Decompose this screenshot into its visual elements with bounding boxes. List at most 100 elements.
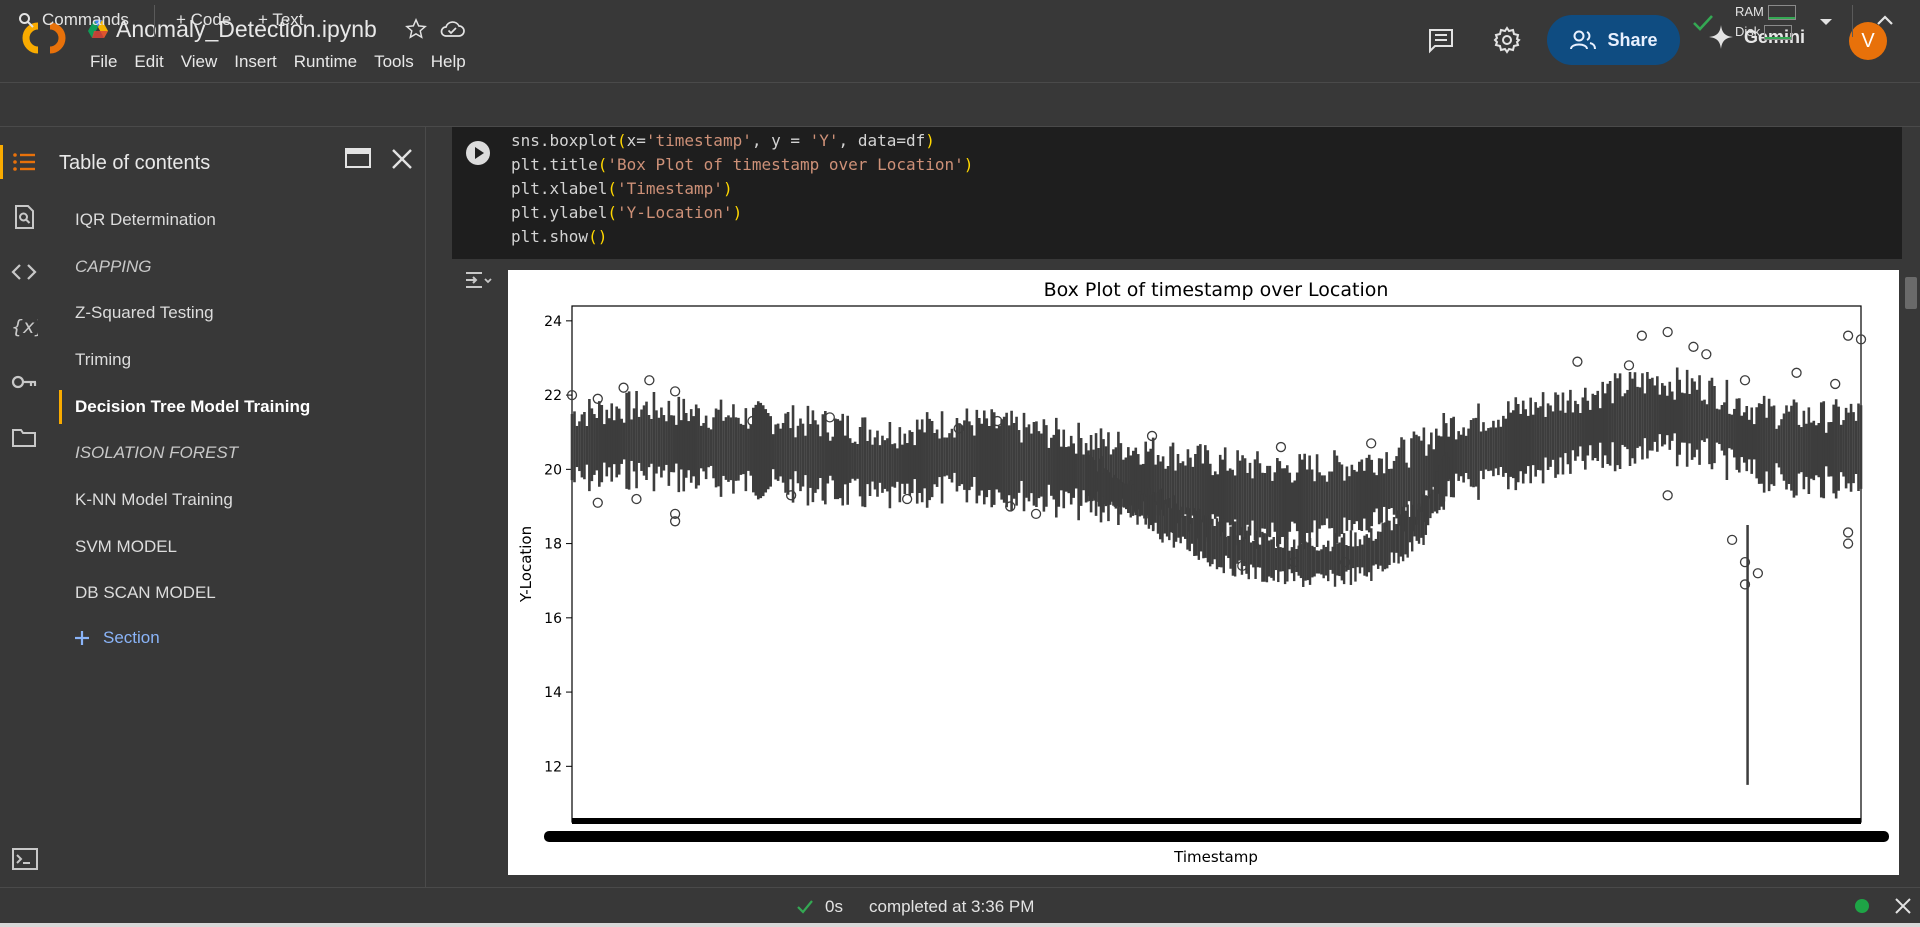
outlier-point: [631, 493, 642, 505]
scrollbar-thumb[interactable]: [1905, 277, 1917, 309]
menu-file[interactable]: File: [90, 52, 118, 71]
notebook-title-area: Anomaly_Detection.ipynb: [88, 14, 465, 44]
output-options-icon[interactable]: [464, 268, 494, 297]
outlier-point: [1275, 441, 1287, 453]
y-tick-label: 24: [544, 314, 562, 330]
toc-item-svm-model[interactable]: SVM MODEL: [75, 537, 178, 556]
secrets-key-icon[interactable]: [10, 368, 38, 396]
x-tick-labels-band: [544, 831, 1889, 842]
connected-check-icon[interactable]: [1691, 10, 1715, 39]
star-icon[interactable]: [404, 18, 427, 40]
add-text-button[interactable]: + Text: [258, 10, 304, 29]
settings-gear-icon[interactable]: [1493, 26, 1521, 54]
outlier-point: [901, 493, 913, 505]
people-icon: [1570, 30, 1597, 50]
share-label: Share: [1607, 29, 1658, 50]
outlier-point: [1842, 538, 1854, 549]
toc-item-iqr-determination[interactable]: IQR Determination: [75, 210, 216, 229]
search-icon: [19, 13, 34, 28]
toc-item-decision-tree[interactable]: Decision Tree Model Training: [75, 397, 311, 416]
variables-icon[interactable]: {x}: [10, 312, 46, 340]
commands-label: Commands: [42, 10, 129, 29]
ram-meter: [1767, 5, 1796, 21]
code-line: plt.xlabel('Timestamp'): [511, 179, 733, 198]
open-in-tab-icon[interactable]: [344, 146, 372, 175]
svg-text:{x}: {x}: [11, 316, 38, 338]
outlier-point: [785, 490, 797, 501]
taskbar-strip: [0, 923, 1920, 927]
boxplot-chart: Box Plot of timestamp over Location 12 14…: [517, 279, 1889, 866]
code-line: plt.ylabel('Y-Location'): [511, 203, 743, 222]
outlier-point: [1855, 334, 1867, 345]
add-section-button[interactable]: Section: [73, 628, 160, 648]
terminal-icon[interactable]: [12, 848, 38, 875]
code-line: plt.show(): [511, 227, 608, 246]
outlier-point: [1030, 508, 1042, 520]
user-avatar[interactable]: V: [1849, 22, 1887, 60]
close-status-icon[interactable]: [1893, 896, 1913, 921]
gemini-button[interactable]: Gemini: [1708, 24, 1805, 50]
table-of-contents-icon[interactable]: [10, 148, 38, 176]
toc-item-isolation-forest[interactable]: ISOLATION FOREST: [75, 443, 239, 462]
outlier-point: [1366, 438, 1377, 449]
x-axis-label: Timestamp: [1173, 848, 1258, 866]
files-folder-icon[interactable]: [10, 423, 38, 451]
code-snippets-icon[interactable]: [10, 258, 38, 286]
menu-help[interactable]: Help: [430, 52, 466, 71]
outlier-point: [1237, 560, 1248, 572]
outlier-point: [1739, 579, 1751, 590]
colab-logo-icon[interactable]: [16, 16, 72, 60]
toolbar-divider: [154, 5, 155, 37]
toc-item-knn-model-training[interactable]: K-NN Model Training: [75, 490, 233, 509]
menu-tools[interactable]: Tools: [374, 52, 414, 71]
y-tick-label: 14: [544, 685, 562, 701]
menu-runtime[interactable]: Runtime: [293, 52, 358, 71]
collapse-chevron-up-icon[interactable]: [1874, 10, 1896, 37]
outlier-point: [1791, 367, 1802, 378]
disk-meter: [1764, 25, 1793, 41]
outlier-point: [1146, 430, 1158, 442]
chart-title: Box Plot of timestamp over Location: [1044, 279, 1389, 301]
find-replace-icon[interactable]: [10, 203, 38, 231]
outlier-point: [618, 382, 629, 393]
y-tick-label: 16: [544, 611, 562, 627]
outlier-point: [953, 423, 964, 434]
y-axis-ticks: 12 14 16 18 20 22 24: [544, 314, 572, 775]
outlier-point: [592, 393, 603, 404]
resource-meters[interactable]: RAM Disk: [1735, 2, 1796, 42]
comments-icon[interactable]: [1427, 26, 1455, 54]
gemini-sparkle-icon: [1709, 25, 1733, 49]
outlier-point: [1739, 375, 1751, 386]
run-cell-button[interactable]: [464, 139, 492, 167]
y-tick-label: 12: [544, 759, 562, 775]
outlier-point: [644, 375, 655, 386]
notebook-title[interactable]: Anomaly_Detection.ipynb: [116, 15, 377, 42]
toc-title: Table of contents: [59, 152, 211, 174]
toc-item-capping[interactable]: CAPPING: [75, 257, 152, 276]
runtime-status-dot: [1855, 899, 1869, 913]
menu-insert[interactable]: Insert: [234, 52, 277, 71]
code-cell[interactable]: [452, 127, 1902, 259]
outlier-point: [1726, 534, 1738, 546]
runtime-dropdown-icon[interactable]: [1816, 12, 1836, 37]
rail-active-indicator: [0, 145, 3, 179]
toc-sidebar: [48, 127, 426, 887]
toc-item-db-scan-model[interactable]: DB SCAN MODEL: [75, 583, 216, 602]
add-code-button[interactable]: + Code: [176, 10, 232, 29]
execution-time: 0s: [825, 897, 843, 916]
toc-item-triming[interactable]: Triming: [75, 350, 132, 369]
toc-item-z-squared-testing[interactable]: Z-Squared Testing: [75, 303, 214, 322]
share-button[interactable]: Share: [1547, 15, 1680, 65]
toolbar-divider: [1852, 5, 1853, 37]
menu-view[interactable]: View: [180, 52, 218, 71]
menu-edit[interactable]: Edit: [134, 52, 164, 71]
outlier-point: [1842, 330, 1854, 341]
commands-button[interactable]: Commands: [18, 10, 129, 30]
outlier-point: [669, 386, 681, 397]
cloud-saved-icon[interactable]: [439, 18, 465, 40]
code-editor[interactable]: sns.boxplot(x='timestamp', y = 'Y', data…: [511, 129, 973, 249]
close-icon[interactable]: [389, 146, 415, 177]
outlier-point: [747, 415, 758, 427]
code-line: plt.title('Box Plot of timestamp over Lo…: [511, 155, 974, 174]
status-check-icon: [796, 897, 814, 920]
